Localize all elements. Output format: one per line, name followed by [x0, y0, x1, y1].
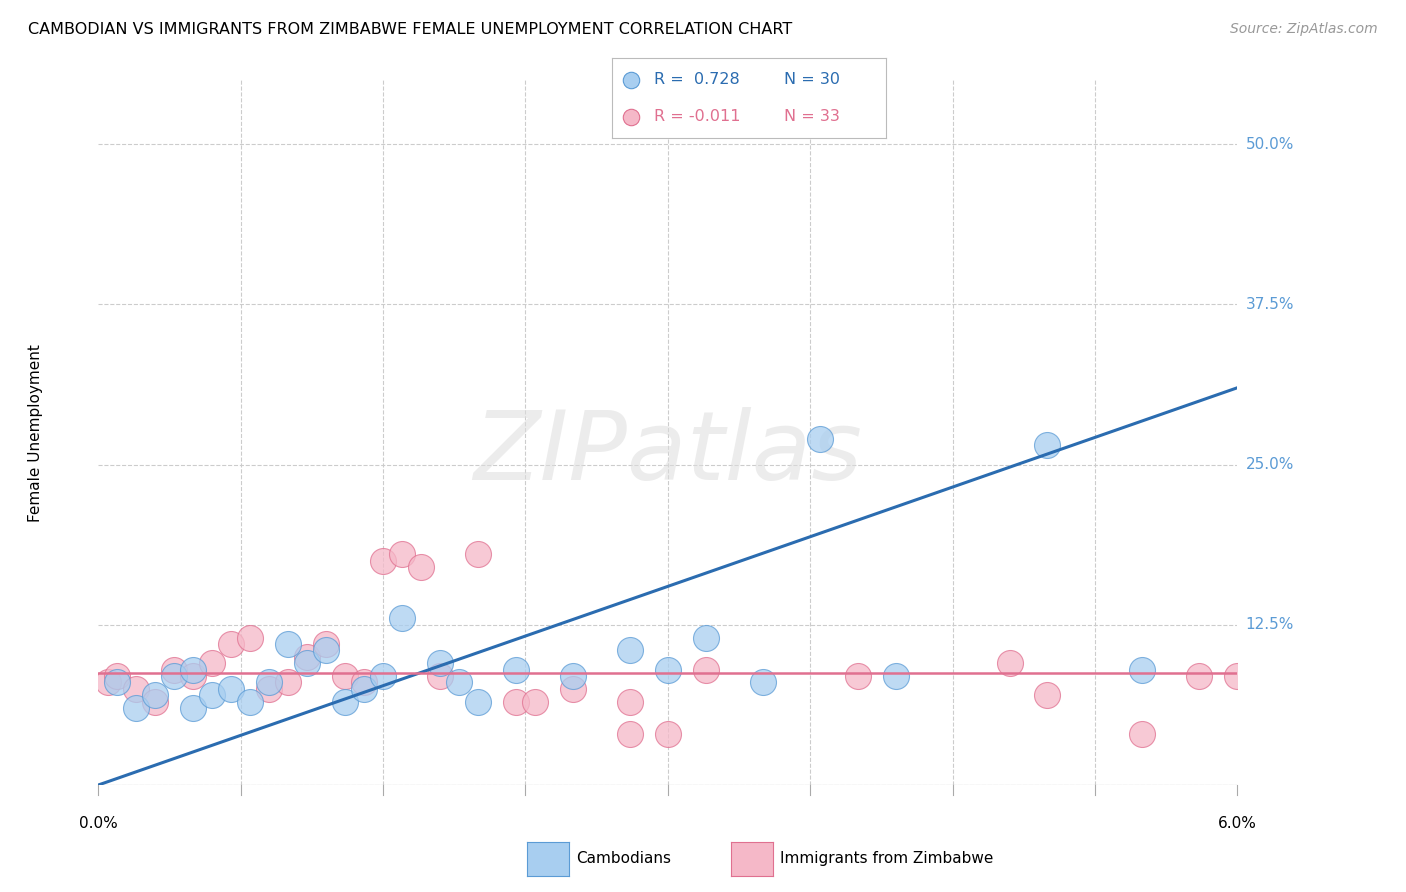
Point — [125, 701, 148, 715]
Point — [695, 631, 717, 645]
Text: Cambodians: Cambodians — [576, 852, 672, 866]
Point — [239, 695, 262, 709]
Text: 50.0%: 50.0% — [1246, 136, 1294, 152]
Point — [505, 695, 527, 709]
Text: 25.0%: 25.0% — [1246, 458, 1294, 472]
Point — [391, 611, 413, 625]
Text: 37.5%: 37.5% — [1246, 297, 1294, 312]
Point — [620, 110, 643, 124]
Point — [259, 675, 281, 690]
Text: N = 33: N = 33 — [785, 109, 841, 124]
Point — [1132, 727, 1154, 741]
Point — [884, 669, 907, 683]
Point — [1226, 669, 1249, 683]
Point — [449, 675, 471, 690]
Text: R =  0.728: R = 0.728 — [654, 72, 740, 87]
Point — [183, 663, 205, 677]
Point — [297, 657, 319, 671]
Point — [163, 663, 186, 677]
Point — [97, 675, 120, 690]
Point — [353, 675, 375, 690]
Point — [335, 669, 357, 683]
Point — [297, 649, 319, 664]
Point — [183, 669, 205, 683]
Point — [335, 695, 357, 709]
Point — [562, 669, 585, 683]
Point — [505, 663, 527, 677]
Point — [620, 72, 643, 87]
Point — [201, 688, 224, 702]
Point — [524, 695, 547, 709]
Point — [315, 643, 337, 657]
Point — [467, 695, 489, 709]
Point — [619, 695, 641, 709]
Text: 6.0%: 6.0% — [1218, 815, 1257, 830]
Point — [1132, 663, 1154, 677]
Text: 0.0%: 0.0% — [79, 815, 118, 830]
Point — [371, 669, 394, 683]
Point — [145, 695, 167, 709]
Point — [695, 663, 717, 677]
Point — [1036, 688, 1059, 702]
Point — [619, 727, 641, 741]
Point — [163, 669, 186, 683]
Point — [221, 637, 243, 651]
Text: Source: ZipAtlas.com: Source: ZipAtlas.com — [1230, 22, 1378, 37]
Point — [353, 681, 375, 696]
Point — [657, 727, 679, 741]
Point — [125, 681, 148, 696]
Point — [259, 681, 281, 696]
Point — [467, 547, 489, 561]
Point — [145, 688, 167, 702]
Point — [429, 657, 451, 671]
Text: CAMBODIAN VS IMMIGRANTS FROM ZIMBABWE FEMALE UNEMPLOYMENT CORRELATION CHART: CAMBODIAN VS IMMIGRANTS FROM ZIMBABWE FE… — [28, 22, 793, 37]
Point — [391, 547, 413, 561]
Text: Female Unemployment: Female Unemployment — [28, 343, 44, 522]
Point — [998, 657, 1021, 671]
Text: N = 30: N = 30 — [785, 72, 841, 87]
Point — [239, 631, 262, 645]
Point — [277, 675, 299, 690]
Text: 12.5%: 12.5% — [1246, 617, 1294, 632]
Text: Immigrants from Zimbabwe: Immigrants from Zimbabwe — [780, 852, 994, 866]
Point — [411, 560, 433, 574]
Point — [429, 669, 451, 683]
Point — [201, 657, 224, 671]
Point — [619, 643, 641, 657]
Point — [808, 432, 831, 446]
Point — [562, 681, 585, 696]
Point — [371, 554, 394, 568]
Point — [846, 669, 869, 683]
Point — [1188, 669, 1211, 683]
Text: R = -0.011: R = -0.011 — [654, 109, 741, 124]
Point — [657, 663, 679, 677]
Point — [221, 681, 243, 696]
Point — [277, 637, 299, 651]
Point — [752, 675, 775, 690]
Point — [315, 637, 337, 651]
Point — [183, 701, 205, 715]
Point — [1036, 438, 1059, 452]
Point — [107, 669, 129, 683]
Point — [107, 675, 129, 690]
Text: ZIPatlas: ZIPatlas — [474, 408, 862, 500]
